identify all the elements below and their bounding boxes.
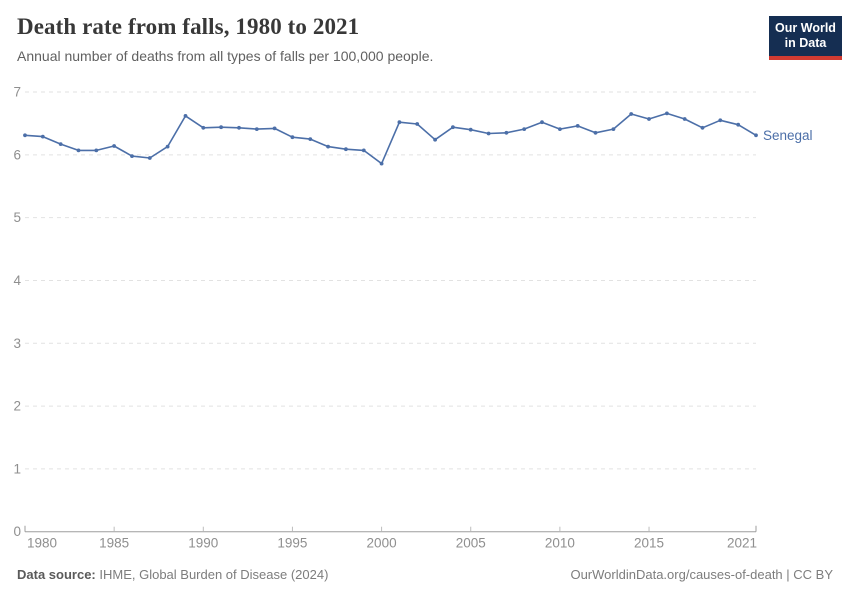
owid-logo-line1: Our World — [775, 21, 836, 35]
data-point-senegal-2010[interactable] — [558, 127, 562, 131]
data-point-senegal-2012[interactable] — [593, 130, 598, 135]
data-point-senegal-1998[interactable] — [344, 147, 348, 152]
y-tick-label-3: 3 — [13, 336, 21, 351]
data-point-senegal-2002[interactable] — [415, 122, 420, 126]
y-tick-label-1: 1 — [13, 461, 21, 476]
data-point-senegal-2004[interactable] — [451, 125, 455, 130]
chart-area[interactable]: 0 1 2 3 4 5 6 7 1980 1985 1990 1995 2000 2005 2010 2015… — [0, 78, 850, 558]
data-point-senegal-1983[interactable] — [76, 148, 81, 153]
data-point-senegal-2011[interactable] — [575, 124, 580, 128]
data-source-label: Data source: — [17, 567, 96, 582]
series-label-senegal[interactable]: Senegal — [763, 128, 813, 143]
data-point-senegal-2009[interactable] — [540, 120, 544, 125]
data-point-senegal-1994[interactable] — [272, 126, 277, 131]
data-point-senegal-2018[interactable] — [700, 125, 705, 130]
y-tick-label-7: 7 — [13, 85, 21, 100]
y-tick-label-0: 0 — [13, 524, 21, 539]
page-title: Death rate from falls, 1980 to 2021 — [17, 14, 360, 39]
y-tick-label-2: 2 — [13, 399, 21, 414]
data-point-senegal-2003[interactable] — [433, 137, 437, 142]
data-source-value: IHME, Global Burden of Disease (2024) — [95, 567, 329, 582]
data-point-senegal-2015[interactable] — [647, 117, 651, 121]
data-point-senegal-1988[interactable] — [165, 144, 170, 149]
y-tick-label-5: 5 — [13, 210, 21, 225]
data-point-senegal-1999[interactable] — [361, 148, 366, 153]
data-point-senegal-1995[interactable] — [290, 135, 295, 140]
data-point-senegal-1996[interactable] — [308, 137, 313, 141]
x-tick-label-2021: 2021 — [727, 536, 757, 551]
data-point-senegal-2016[interactable] — [665, 111, 669, 116]
data-point-senegal-2017[interactable] — [682, 117, 687, 121]
data-point-senegal-1980[interactable] — [23, 133, 27, 138]
x-tick-label-1980: 1980 — [27, 536, 57, 551]
data-point-senegal-2007[interactable] — [504, 130, 509, 135]
owid-logo-line2: in Data — [784, 36, 827, 51]
data-point-senegal-2014[interactable] — [629, 112, 634, 116]
data-point-senegal-2019[interactable] — [718, 118, 723, 123]
x-tick-label-1990: 1990 — [188, 536, 218, 551]
x-tick-label-2010: 2010 — [545, 536, 575, 551]
data-point-senegal-2001[interactable] — [397, 120, 402, 125]
owid-logo[interactable]: Our World in Data — [769, 16, 842, 60]
chart-footer: Data source: IHME, Global Burden of Dise… — [17, 567, 833, 582]
x-tick-label-2005: 2005 — [456, 536, 486, 551]
series-line-senegal[interactable] — [24, 112, 757, 165]
data-point-senegal-1989[interactable] — [183, 114, 188, 118]
data-point-senegal-1984[interactable] — [94, 148, 99, 153]
data-point-senegal-2006[interactable] — [486, 131, 491, 136]
data-source: Data source: IHME, Global Burden of Dise… — [17, 567, 328, 582]
y-tick-label-6: 6 — [13, 147, 21, 162]
data-point-senegal-1986[interactable] — [130, 154, 134, 158]
data-point-senegal-2005[interactable] — [468, 127, 473, 132]
data-point-senegal-1981[interactable] — [40, 134, 45, 139]
x-tick-label-2000: 2000 — [367, 536, 397, 551]
data-point-senegal-2013[interactable] — [611, 127, 616, 131]
chart-header: Death rate from falls, 1980 to 2021 Annu… — [17, 14, 750, 64]
data-point-senegal-2000[interactable] — [379, 161, 384, 166]
data-point-senegal-1982[interactable] — [58, 142, 63, 146]
data-point-senegal-2008[interactable] — [522, 127, 527, 131]
x-tick-label-1985: 1985 — [99, 536, 129, 551]
data-point-senegal-2020[interactable] — [736, 122, 741, 127]
x-tick-label-1995: 1995 — [277, 536, 307, 551]
data-point-senegal-1987[interactable] — [147, 156, 152, 160]
page-subtitle: Annual number of deaths from all types o… — [17, 48, 434, 64]
x-tick-label-2015: 2015 — [634, 536, 664, 551]
data-point-senegal-1992[interactable] — [237, 125, 241, 130]
data-point-senegal-1985[interactable] — [112, 144, 116, 148]
data-point-senegal-1997[interactable] — [326, 144, 330, 149]
data-point-senegal-1993[interactable] — [254, 127, 259, 131]
data-point-senegal-1991[interactable] — [219, 125, 224, 130]
data-point-senegal-2021[interactable] — [754, 133, 758, 138]
y-tick-label-4: 4 — [13, 273, 21, 288]
line-chart[interactable]: 0 1 2 3 4 5 6 7 1980 1985 1990 1995 2000 2005 2010 2015… — [0, 78, 850, 558]
data-point-senegal-1990[interactable] — [201, 125, 206, 130]
credit-link[interactable]: OurWorldinData.org/causes-of-death | CC … — [570, 567, 833, 582]
